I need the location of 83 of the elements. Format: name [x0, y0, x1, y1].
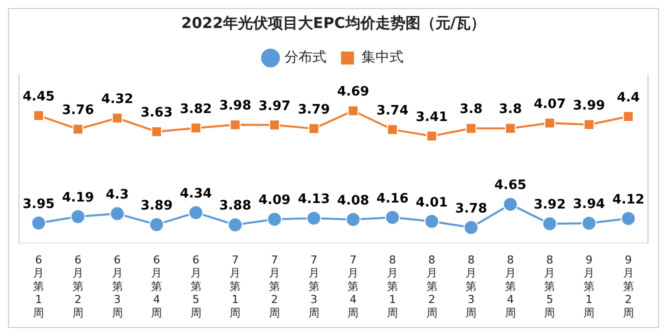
x-tick-label: 7月第1周 [230, 253, 241, 320]
x-tick-label: 8月第5周 [544, 253, 556, 320]
data-label: 3.82 [180, 102, 212, 117]
point [426, 130, 438, 142]
point [384, 210, 400, 225]
data-label: 3.92 [534, 198, 566, 213]
data-label: 4.32 [101, 92, 134, 107]
point [346, 212, 361, 228]
point [620, 210, 636, 226]
point [269, 120, 280, 130]
point [502, 196, 518, 212]
data-label: 3.94 [572, 197, 606, 212]
data-label: 4.19 [62, 190, 94, 206]
data-label: 4.08 [337, 193, 370, 208]
x-tick-label: 6月第2周 [72, 253, 84, 320]
point [466, 122, 477, 134]
point [584, 119, 594, 130]
data-label: 3.98 [219, 98, 252, 114]
x-tick-label: 6月第3周 [112, 253, 123, 320]
x-tick-label: 6月第1周 [33, 253, 44, 320]
data-label: 3.89 [140, 198, 173, 214]
point [387, 124, 398, 135]
point [582, 216, 597, 231]
data-label: 3.8 [460, 102, 483, 118]
point [504, 122, 516, 134]
data-label: 4.16 [376, 191, 409, 206]
point [110, 206, 125, 222]
x-tick-label: 8月第2周 [426, 253, 438, 320]
point [72, 124, 84, 135]
point [348, 105, 359, 116]
data-label: 3.95 [22, 196, 55, 212]
point [230, 119, 241, 130]
x-tick-label: 7月第4周 [348, 253, 359, 320]
data-label: 4.09 [258, 193, 291, 208]
point [622, 111, 634, 122]
data-label: 3.41 [416, 110, 448, 125]
point [149, 217, 164, 232]
data-label: 3.99 [572, 98, 606, 114]
point [228, 217, 243, 232]
point [33, 110, 44, 121]
data-label: 4.4 [616, 90, 640, 106]
point [464, 220, 479, 236]
point [31, 216, 46, 230]
point [542, 216, 558, 232]
data-label: 3.76 [62, 103, 94, 118]
x-tick-label: 7月第2周 [269, 253, 280, 320]
x-tick-label: 8月第1周 [386, 253, 398, 320]
legend-label: 集中式 [362, 50, 404, 66]
legend-label: 分布式 [284, 50, 326, 66]
data-label: 3.63 [140, 106, 173, 121]
point [424, 214, 440, 229]
point [308, 123, 320, 134]
data-label: 4.45 [22, 89, 55, 104]
data-label: 3.8 [498, 102, 522, 118]
x-tick-label: 9月第2周 [622, 253, 634, 320]
x-tick-label: 6月第4周 [151, 253, 162, 320]
point [151, 126, 162, 138]
x-tick-label: 8月第3周 [466, 253, 477, 320]
point [112, 112, 123, 124]
data-label: 4.13 [298, 192, 330, 208]
point [188, 205, 204, 220]
chart-title: 2022年光伏项目大EPC均价走势图（元/瓦） [181, 14, 486, 32]
data-label: 4.69 [337, 84, 370, 100]
data-label: 4.34 [180, 186, 212, 202]
x-tick-label: 8月第4周 [504, 253, 516, 320]
point [544, 118, 556, 128]
point [190, 122, 202, 134]
data-label: 4.65 [494, 178, 526, 194]
data-label: 3.79 [298, 102, 330, 118]
x-tick-label: 9月第1周 [584, 253, 595, 320]
point [306, 210, 322, 226]
point [70, 209, 86, 224]
data-label: 4.07 [534, 96, 566, 112]
data-label: 3.97 [258, 98, 291, 114]
point [267, 212, 282, 227]
data-label: 4.12 [612, 192, 644, 208]
data-label: 3.74 [376, 103, 409, 118]
x-tick-label: 7月第3周 [308, 253, 320, 320]
data-label: 3.78 [455, 201, 488, 216]
x-tick-label: 6月第5周 [190, 253, 202, 320]
data-label: 4.01 [416, 195, 448, 210]
data-label: 3.88 [219, 198, 252, 214]
data-label: 4.3 [106, 188, 129, 203]
